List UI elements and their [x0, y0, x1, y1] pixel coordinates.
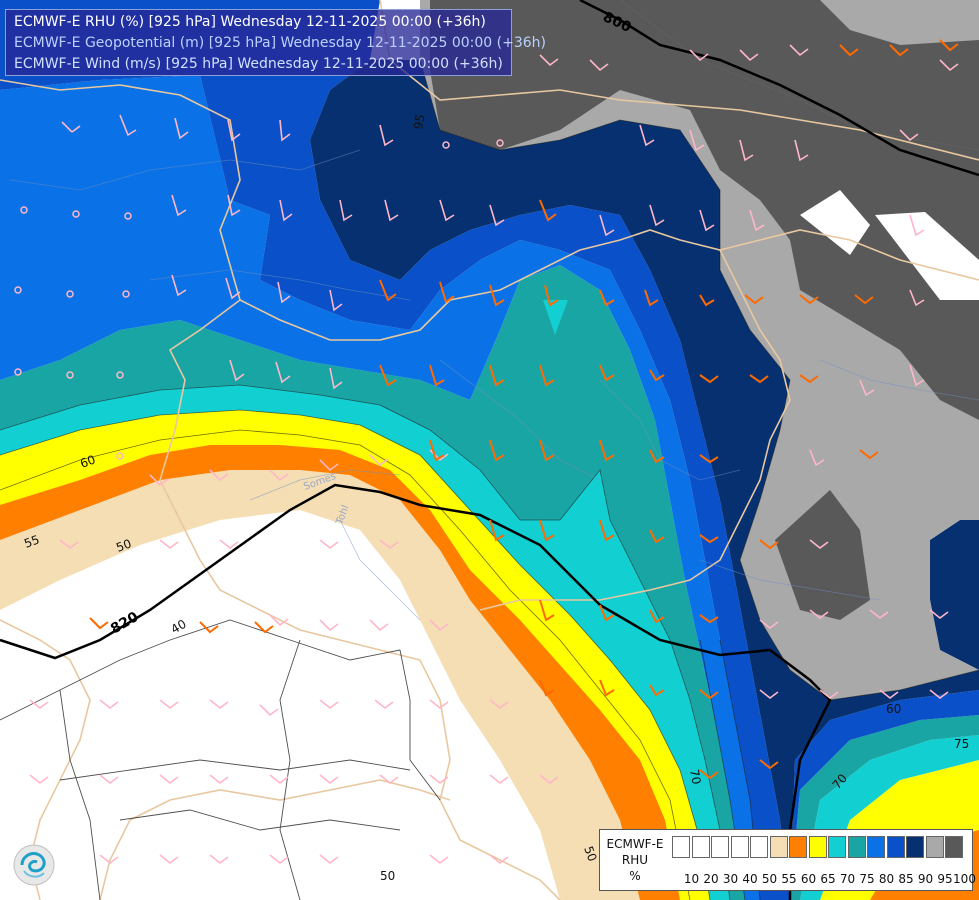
admin-lines: [0, 619, 441, 900]
legend-tick-label: 70: [839, 872, 856, 886]
rhu-label-55: 55: [22, 532, 41, 550]
rhu-band-100-east: [775, 490, 870, 620]
map-title-box: ECMWF-E RHU (%) [925 hPa] Wednesday 12-1…: [5, 9, 546, 76]
legend-variable: RHU: [621, 853, 649, 867]
legend-tick-label: 85: [898, 872, 914, 886]
legend-swatch: [945, 836, 963, 858]
rhu-band-85: [0, 0, 790, 900]
legend-tick-label: 95: [937, 872, 953, 886]
rhu-band-65: [0, 410, 710, 900]
legend-swatch: [808, 836, 827, 858]
title-wind: ECMWF-E Wind (m/s) [925 hPa] Wednesday 1…: [14, 56, 503, 72]
legend-tick-label: 100: [953, 872, 976, 886]
legend-swatch: [867, 836, 885, 858]
legend-model: ECMWF-E: [606, 837, 664, 851]
legend-tick-label: 80: [878, 872, 895, 886]
ecmwf-logo-icon: [13, 844, 55, 886]
legend-tick-label: 75: [859, 872, 875, 886]
legend-swatch: [672, 836, 690, 858]
wind-barbs-strong: [89, 39, 959, 780]
rhu-band-75: [0, 265, 745, 900]
legend-swatch: [769, 836, 788, 858]
wind-calm-markers: [14, 139, 504, 460]
rhu-label-50-south: 50: [581, 844, 599, 863]
legend-tick-label: 90: [917, 872, 934, 886]
rhu-band-55: [0, 455, 700, 900]
legend-tick-label: 20: [703, 872, 719, 886]
rhu-band-85-se: [790, 690, 979, 900]
legend-swatch: [828, 836, 846, 858]
legend-tick-label: 55: [781, 872, 797, 886]
legend-tick-label: 65: [820, 872, 836, 886]
rhu-band-100: [430, 0, 979, 420]
legend-name: ECMWF-E RHU %: [603, 836, 667, 884]
rhu-label-60-west: 60: [78, 452, 97, 470]
rhu-label-95: 95: [411, 113, 427, 130]
legend-swatch: [711, 836, 729, 858]
title-rhu: ECMWF-E RHU (%) [925 hPa] Wednesday 12-1…: [14, 14, 486, 30]
rhu-band-90: [310, 60, 979, 900]
legend-swatch: [789, 836, 807, 858]
geopotential-800-line: [579, 0, 979, 177]
rhu-band-90-se: [930, 520, 979, 670]
legend-tick-label: 40: [742, 872, 758, 886]
rhu-label-50-bottom: 50: [380, 869, 395, 883]
legend-swatch: [925, 836, 944, 858]
rhu-gap-white-1: [800, 190, 870, 255]
rhu-label-50-west: 50: [114, 536, 133, 554]
rhu-label-60-east: 60: [886, 702, 901, 716]
title-geopotential: ECMWF-E Geopotential (m) [925 hPa] Wedne…: [14, 35, 546, 51]
legend-swatch: [847, 836, 866, 858]
rhu-legend: ECMWF-E RHU % 10 20 30 40 50 55 60 65 70 75 80 85 90…: [599, 829, 976, 891]
legend-swatch: [750, 836, 768, 858]
legend-swatch: [730, 836, 749, 858]
rhu-band-80: [0, 75, 760, 900]
legend-swatch: [906, 836, 924, 858]
rhu-label-75-east: 75: [954, 737, 969, 751]
legend-tick-label: 30: [722, 872, 739, 886]
rhu-label-70-south: 70: [687, 768, 703, 785]
rhu-band-70-wedge: [543, 300, 568, 335]
rhu-label-40: 40: [169, 617, 189, 637]
legend-tick-label: 50: [761, 872, 778, 886]
rhu-gap-white-2: [875, 212, 979, 300]
legend-tick-label: 10: [683, 872, 700, 886]
legend-swatch: [691, 836, 710, 858]
geopotential-820-line: [0, 483, 832, 900]
rhu-band-95-nw: [820, 0, 979, 45]
legend-swatch: [886, 836, 905, 858]
legend-tick-label: 60: [800, 872, 817, 886]
wind-barbs-weak: [29, 44, 959, 865]
legend-unit: %: [629, 869, 641, 883]
rhu-band-75-se: [790, 715, 979, 900]
